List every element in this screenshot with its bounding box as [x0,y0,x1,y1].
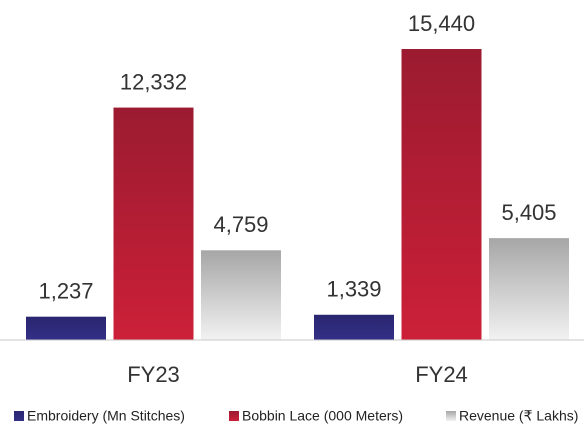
value-label: 12,332 [120,69,187,94]
legend-swatch [229,411,239,421]
value-label: 1,237 [38,278,93,303]
x-tick-label: FY23 [127,362,180,387]
bar [26,316,106,340]
bar [113,107,194,341]
legend-swatch [446,411,456,421]
value-label: 15,440 [408,11,475,36]
x-tick-label: FY24 [415,362,468,387]
bar [314,314,394,340]
value-label: 1,339 [326,277,381,302]
bar [401,49,482,340]
legend-label: Revenue (₹ Lakhs) [459,408,578,424]
bar [201,250,281,340]
value-label: 4,759 [213,212,268,237]
legend-swatch [14,411,24,421]
legend-label: Bobbin Lace (000 Meters) [242,408,403,424]
value-label: 5,405 [501,200,556,225]
bar [489,238,569,340]
legend-label: Embroidery (Mn Stitches) [27,408,185,424]
